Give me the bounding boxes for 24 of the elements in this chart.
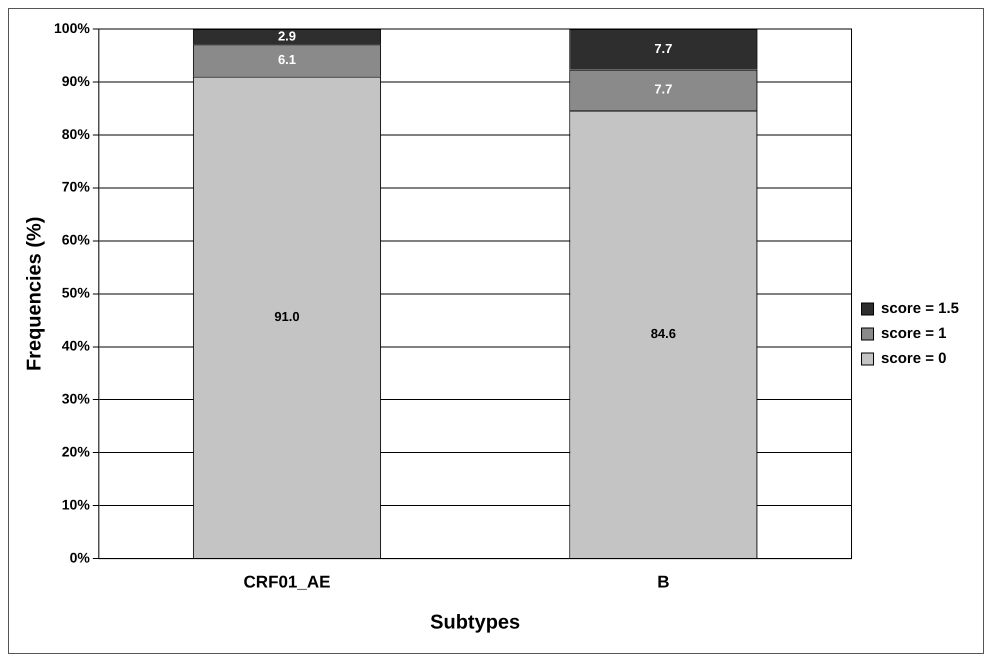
data-label: 91.0 <box>274 308 300 324</box>
legend-label: score = 1 <box>881 325 946 342</box>
x-tick-label: CRF01_AE <box>244 572 330 592</box>
y-tick-label: 80% <box>62 126 90 142</box>
y-tick-label: 70% <box>62 178 90 195</box>
y-tick-label: 30% <box>62 390 90 407</box>
y-tick-label: 50% <box>62 284 90 301</box>
x-axis-title: Subtypes <box>430 612 520 634</box>
data-label: 2.9 <box>278 28 296 44</box>
x-tick-label: B <box>657 572 670 592</box>
data-label: 6.1 <box>278 52 296 68</box>
y-tick-label: 100% <box>54 20 90 36</box>
data-label: 7.7 <box>654 40 672 56</box>
legend-label: score = 1.5 <box>881 300 960 318</box>
y-tick-label: 90% <box>62 72 90 89</box>
y-axis-title: Frequencies (%) <box>24 216 46 372</box>
y-tick-label: 0% <box>70 549 90 566</box>
y-tick-label: 60% <box>62 232 90 248</box>
y-tick-label: 20% <box>62 444 90 460</box>
legend-label: score = 0 <box>881 350 946 368</box>
y-tick-label: 10% <box>62 496 90 512</box>
data-label: 84.6 <box>650 326 676 341</box>
y-tick-label: 40% <box>62 338 90 354</box>
data-label: 7.7 <box>654 82 672 97</box>
